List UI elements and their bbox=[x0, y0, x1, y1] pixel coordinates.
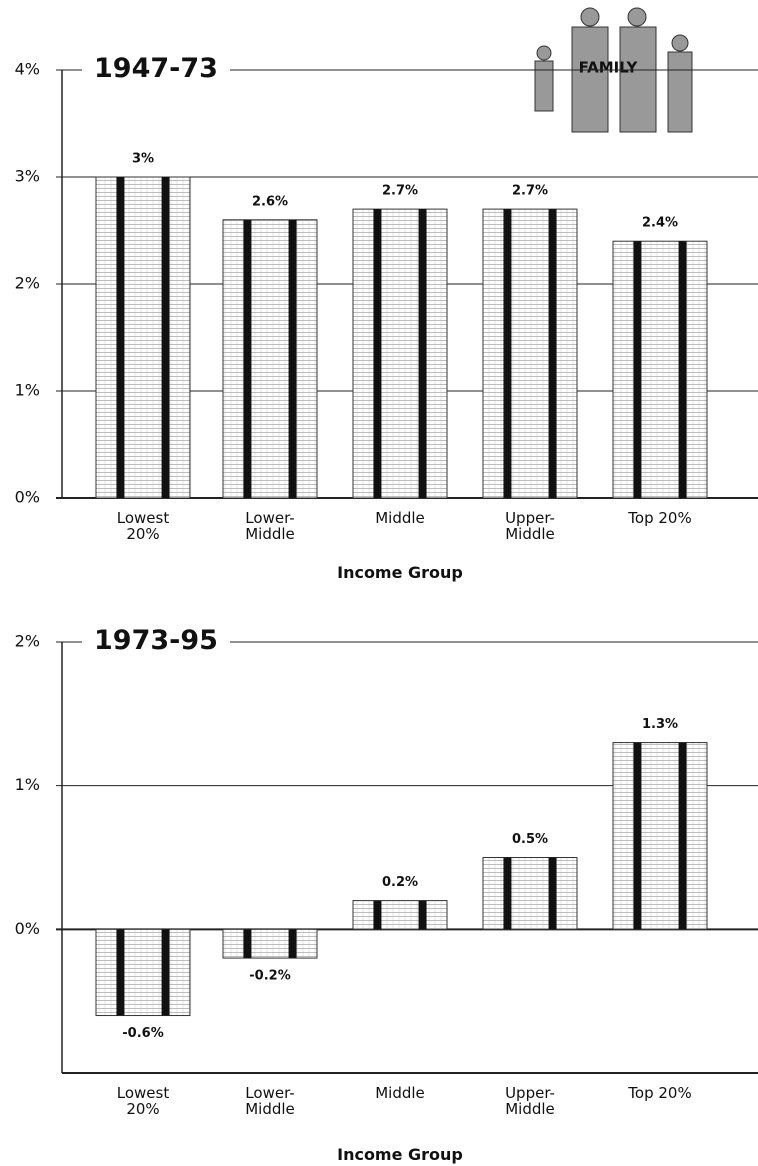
chart: FAMILY 0% 1% 2% 3% 4% 3% 2.6% 2.7% 2.7% 2.4% 0% 1% 2… bbox=[0, 0, 758, 1166]
y-tick-label: 2% bbox=[15, 632, 40, 651]
bar bbox=[223, 220, 317, 498]
bar-stripe bbox=[679, 743, 687, 930]
bar-stripe bbox=[373, 209, 381, 498]
y-tick-label: 2% bbox=[15, 274, 40, 293]
value-label: 2.7% bbox=[382, 184, 418, 199]
value-label: -0.6% bbox=[122, 1026, 163, 1041]
x-tick-label: Upper-Middle bbox=[497, 1085, 563, 1117]
x-tick-label: Lowest 20% bbox=[110, 510, 176, 542]
x-axis-label: Income Group bbox=[300, 565, 500, 581]
chart-title: 1973-95 bbox=[82, 626, 230, 656]
value-label: 0.5% bbox=[512, 832, 548, 847]
bar-stripe bbox=[243, 220, 251, 498]
value-label: 2.6% bbox=[252, 194, 288, 209]
bar-stripe bbox=[289, 220, 297, 498]
bar-stripe bbox=[419, 901, 427, 930]
bar bbox=[483, 858, 577, 930]
y-tick-label: 3% bbox=[15, 167, 40, 186]
value-label: 2.7% bbox=[512, 184, 548, 199]
bar bbox=[613, 743, 707, 930]
bar-stripe bbox=[289, 929, 297, 958]
bar-stripe bbox=[116, 177, 124, 498]
bar-stripe bbox=[373, 901, 381, 930]
y-tick-label: 0% bbox=[15, 488, 40, 507]
bar-stripe bbox=[503, 209, 511, 498]
bar bbox=[223, 929, 317, 958]
x-tick-label: Middle bbox=[367, 510, 433, 526]
bar-stripe bbox=[549, 858, 557, 930]
bar bbox=[353, 901, 447, 930]
bar-stripe bbox=[549, 209, 557, 498]
icon-label: FAMILY bbox=[579, 59, 639, 77]
x-tick-label: Top 20% bbox=[627, 510, 693, 526]
y-tick-label: 1% bbox=[15, 775, 40, 794]
bar-stripe bbox=[503, 858, 511, 930]
x-tick-label: Top 20% bbox=[627, 1085, 693, 1101]
bar-stripe bbox=[162, 929, 170, 1015]
value-label: 2.4% bbox=[642, 216, 678, 231]
bar bbox=[483, 209, 577, 498]
x-tick-label: Lower-Middle bbox=[237, 510, 303, 542]
bar bbox=[96, 929, 190, 1015]
chart-title: 1947-73 bbox=[82, 54, 230, 84]
value-label: 1.3% bbox=[642, 717, 678, 732]
bar-stripe bbox=[419, 209, 427, 498]
bar-stripe bbox=[633, 743, 641, 930]
page: FAMILY 0% 1% 2% 3% 4% 3% 2.6% 2.7% 2.7% 2.4% 0% 1% 2… bbox=[0, 0, 758, 1166]
bar bbox=[353, 209, 447, 498]
bar bbox=[613, 241, 707, 498]
x-tick-label: Lower-Middle bbox=[237, 1085, 303, 1117]
x-axis-label: Income Group bbox=[300, 1147, 500, 1163]
y-tick-label: 1% bbox=[15, 381, 40, 400]
bar-stripe bbox=[162, 177, 170, 498]
bar-stripe bbox=[633, 241, 641, 498]
x-tick-label: Upper-Middle bbox=[497, 510, 563, 542]
value-label: 3% bbox=[132, 152, 154, 167]
bar-stripe bbox=[116, 929, 124, 1015]
bar bbox=[96, 177, 190, 498]
y-tick-label: 0% bbox=[15, 919, 40, 938]
value-label: -0.2% bbox=[249, 969, 290, 984]
bar-stripe bbox=[243, 929, 251, 958]
x-tick-label: Middle bbox=[367, 1085, 433, 1101]
x-tick-label: Lowest 20% bbox=[110, 1085, 176, 1117]
value-label: 0.2% bbox=[382, 875, 418, 890]
bar-stripe bbox=[679, 241, 687, 498]
y-tick-label: 4% bbox=[15, 60, 40, 79]
